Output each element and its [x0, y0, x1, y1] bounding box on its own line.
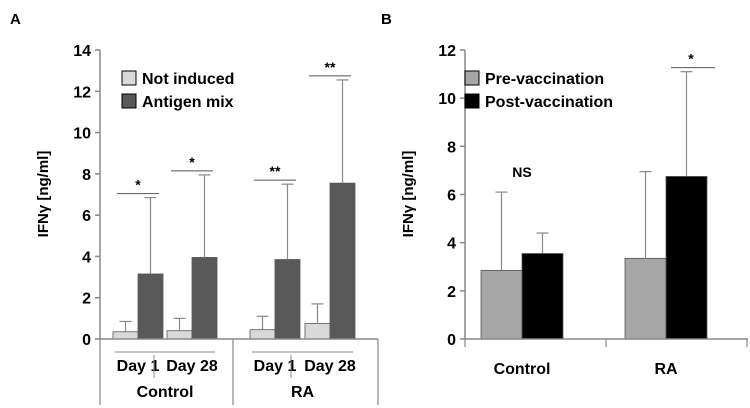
panel-a-y-tick-label: 6 [82, 208, 91, 225]
panel-b-y-tick-label: 6 [447, 188, 456, 205]
panel-b-y-tick-label: 10 [438, 91, 456, 108]
panel-a-bar-antigen-mix [191, 257, 218, 340]
panel-b-y-tick-label: 12 [438, 43, 456, 60]
panel-a-x-group-label: Control [137, 384, 194, 401]
legend-swatch-antigen-mix [121, 93, 137, 109]
panel-b-label: B [381, 11, 392, 28]
panel-a-bar-antigen-mix [329, 182, 356, 340]
panel-a-legend: Not induced Antigen mix [121, 70, 234, 111]
panel-b-bar-post-vaccination [521, 253, 564, 340]
legend-label-not-induced: Not induced [142, 71, 234, 88]
panel-b-y-tick-label: 2 [447, 284, 456, 301]
panel-a-bar-not-induced [166, 330, 193, 340]
panel-b: B IFNγ [ng/ml] 0 2 4 6 8 10 12 NS * Control RA P… [381, 11, 748, 378]
panel-b-bar-post-vaccination [665, 176, 708, 340]
panel-a-y-tick-label: 14 [73, 43, 91, 60]
panel-a-y-axis-label: IFNγ [ng/ml] [35, 151, 52, 238]
panel-b-y-axis-label: IFNγ [ng/ml] [400, 151, 417, 238]
panel-a-x-group-label: RA [291, 384, 315, 401]
panel-a-y-tick-label: 2 [82, 291, 91, 308]
panel-a-bar-antigen-mix [274, 259, 301, 340]
panel-a-y-tick-label: 0 [82, 332, 91, 349]
panel-a-bar-not-induced [249, 329, 276, 340]
panel-a-y-tick-label: 8 [82, 167, 91, 184]
panel-b-y-tick-label: 8 [447, 139, 456, 156]
panel-b-significance-marker: NS [512, 164, 531, 180]
panel-a-significance-marker: * [189, 154, 195, 170]
panel-b-legend: Pre-vaccination Post-vaccination [464, 70, 613, 111]
panel-b-bar-pre-vaccination [624, 257, 667, 340]
panel-a-x-sublabel: Day 1 [117, 358, 160, 375]
panel-b-y-tick-label: 0 [447, 332, 456, 349]
panel-b-y-tick-label: 4 [447, 236, 456, 253]
legend-label-pre-vaccination: Pre-vaccination [485, 71, 604, 88]
panel-a-x-sublabel: Day 28 [166, 358, 218, 375]
panel-a-significance-marker: ** [270, 163, 281, 179]
panel-b-x-category-label: RA [654, 361, 678, 378]
panel-a-y-tick-label: 12 [73, 84, 91, 101]
panel-a-significance-marker: ** [325, 59, 336, 75]
legend-swatch-not-induced [121, 70, 137, 86]
panel-a-bar-not-induced [112, 331, 139, 340]
panel-b-significance-marker: * [688, 51, 694, 67]
panel-b-bar-pre-vaccination [480, 269, 523, 340]
panel-a-x-sublabel: Day 1 [254, 358, 297, 375]
panel-a-x-sublabel: Day 28 [304, 358, 356, 375]
panel-a-bar-not-induced [304, 323, 331, 340]
legend-swatch-pre-vaccination [464, 70, 480, 86]
panel-a-y-tick-label: 10 [73, 126, 91, 143]
panel-a-bar-antigen-mix [137, 273, 164, 340]
legend-label-post-vaccination: Post-vaccination [485, 94, 613, 111]
legend-swatch-post-vaccination [464, 93, 480, 109]
panel-a-y-tick-label: 4 [82, 249, 91, 266]
panel-b-x-category-label: Control [494, 361, 551, 378]
panel-a-significance-marker: * [135, 177, 141, 193]
legend-label-antigen-mix: Antigen mix [142, 94, 234, 111]
panel-a-label: A [10, 11, 21, 28]
